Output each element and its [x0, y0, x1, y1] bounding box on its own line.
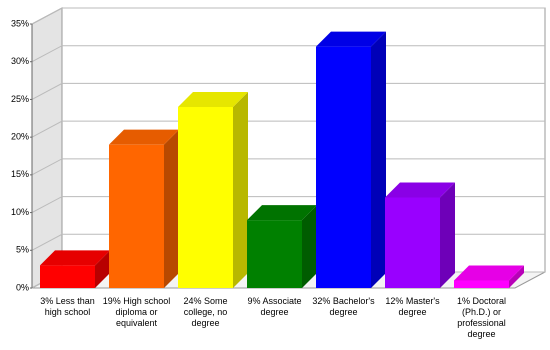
y-tick-label: 35%	[11, 18, 29, 28]
y-tick-label: 5%	[16, 245, 29, 255]
bar-top	[178, 91, 248, 107]
y-tick-label: 0%	[16, 282, 29, 292]
y-tick-label: 30%	[11, 56, 29, 66]
bar-top	[385, 182, 455, 198]
bar	[385, 197, 440, 288]
bar	[109, 144, 164, 288]
bar-side	[233, 91, 248, 288]
bar	[178, 106, 233, 288]
y-tick-label: 20%	[11, 132, 29, 142]
x-tick-label: 32% Bachelor's degree	[312, 296, 375, 317]
side-wall	[31, 7, 63, 289]
x-tick-label: 12% Master's degree	[385, 296, 440, 317]
bar-side	[95, 250, 110, 288]
bar-side	[509, 265, 524, 288]
bar-top	[247, 205, 317, 221]
bar-top	[109, 129, 179, 145]
x-tick-label: 3% Less than high school	[40, 296, 95, 317]
y-tick-label: 15%	[11, 169, 29, 179]
bar-top	[316, 31, 386, 47]
bar-side	[302, 205, 317, 288]
bar	[40, 265, 95, 288]
bar	[454, 280, 509, 288]
x-tick-label: 19% High school diploma or equivalent	[102, 296, 171, 328]
y-tick-label: 10%	[11, 207, 29, 217]
bar	[247, 220, 302, 288]
y-tick-label: 25%	[11, 94, 29, 104]
grid-line	[31, 7, 545, 25]
bar-top	[454, 265, 524, 281]
x-tick-label: 24% Some college, no degree	[183, 296, 228, 328]
bar	[316, 46, 371, 288]
x-tick-label: 1% Doctoral (Ph.D.) or professional degr…	[456, 296, 507, 339]
bar-side	[371, 31, 386, 288]
bar-side	[164, 129, 179, 288]
bar-top	[40, 250, 110, 266]
x-tick-label: 9% Associate degree	[247, 296, 302, 317]
bar-side	[440, 182, 455, 288]
